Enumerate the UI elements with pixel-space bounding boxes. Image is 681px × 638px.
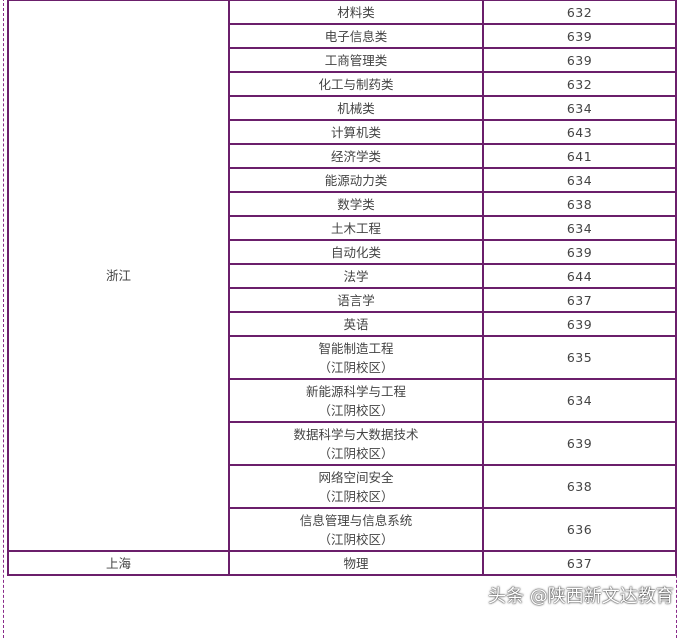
major-cell: 工商管理类 [228, 47, 484, 73]
major-name: 数据科学与大数据技术 [293, 426, 419, 442]
major-name: 化工与制药类 [318, 76, 394, 92]
major-name: 数学类 [337, 196, 375, 212]
table-row: 信息管理与信息系统 （江阴校区） 636 [8, 507, 677, 552]
major-cell: 物理 [228, 550, 484, 576]
major-cell: 新能源科学与工程 （江阴校区） [228, 378, 484, 423]
score-cell: 636 [482, 507, 677, 552]
campus-note: （江阴校区） [318, 488, 394, 504]
major-name: 能源动力类 [324, 172, 388, 188]
province-cell: 上海 [7, 550, 230, 576]
score-cell: 639 [482, 47, 677, 73]
score-cell: 639 [482, 23, 677, 49]
campus-note: （江阴校区） [318, 531, 394, 547]
table-row: 计算机类 643 [8, 119, 677, 145]
major-name: 英语 [343, 316, 369, 332]
table-row: 数学类 638 [8, 191, 677, 217]
table-row: 语言学 637 [8, 287, 677, 313]
major-name: 自动化类 [330, 244, 381, 260]
major-name: 智能制造工程 [318, 340, 394, 356]
watermark: 头条 @陕西新文达教育 [488, 586, 674, 607]
campus-note: （江阴校区） [318, 445, 394, 461]
major-name: 电子信息类 [324, 28, 388, 44]
major-name: 土木工程 [330, 220, 381, 236]
score-cell: 639 [482, 239, 677, 265]
table-row: 英语 639 [8, 311, 677, 337]
major-cell: 电子信息类 [228, 23, 484, 49]
major-name: 计算机类 [330, 124, 381, 140]
major-name: 机械类 [337, 100, 375, 116]
major-name: 新能源科学与工程 [305, 383, 406, 399]
score-cell: 632 [482, 0, 677, 25]
major-cell: 计算机类 [228, 119, 484, 145]
score-cell: 637 [482, 550, 677, 576]
major-cell: 能源动力类 [228, 167, 484, 193]
table-row: 上海 物理 637 [7, 550, 677, 576]
score-cell: 639 [482, 421, 677, 466]
page-frame [3, 0, 677, 638]
score-cell: 635 [482, 335, 677, 380]
major-name: 经济学类 [330, 148, 381, 164]
table-row: 能源动力类 634 [8, 167, 677, 193]
province-cell: 浙江 [7, 0, 230, 552]
table-row: 法学 644 [8, 263, 677, 289]
major-cell: 法学 [228, 263, 484, 289]
score-table: 浙江 材料类 632 电子信息类 639 工商管理类 639 化工与制药类 632 机械类 634 计… [7, 0, 677, 576]
table-row: 工商管理类 639 [8, 47, 677, 73]
table-row: 经济学类 641 [8, 143, 677, 169]
table-row: 浙江 材料类 632 [7, 0, 677, 552]
major-name: 网络空间安全 [318, 469, 394, 485]
major-cell: 智能制造工程 （江阴校区） [228, 335, 484, 380]
major-cell: 数学类 [228, 191, 484, 217]
score-cell: 632 [482, 71, 677, 97]
score-cell: 643 [482, 119, 677, 145]
major-name: 语言学 [337, 292, 375, 308]
score-cell: 634 [482, 378, 677, 423]
score-cell: 637 [482, 287, 677, 313]
major-cell: 英语 [228, 311, 484, 337]
table-row: 网络空间安全 （江阴校区） 638 [8, 464, 677, 509]
table-row: 土木工程 634 [8, 215, 677, 241]
score-cell: 634 [482, 215, 677, 241]
score-cell: 638 [482, 191, 677, 217]
major-cell: 材料类 [228, 0, 484, 25]
score-cell: 638 [482, 464, 677, 509]
major-name: 材料类 [337, 4, 375, 20]
major-cell: 数据科学与大数据技术 （江阴校区） [228, 421, 484, 466]
campus-note: （江阴校区） [318, 359, 394, 375]
table-row: 机械类 634 [8, 95, 677, 121]
table-row: 电子信息类 639 [8, 23, 677, 49]
major-cell: 语言学 [228, 287, 484, 313]
major-cell: 网络空间安全 （江阴校区） [228, 464, 484, 509]
score-cell: 634 [482, 95, 677, 121]
table-row: 自动化类 639 [8, 239, 677, 265]
major-name: 工商管理类 [324, 52, 388, 68]
major-cell: 机械类 [228, 95, 484, 121]
score-cell: 639 [482, 311, 677, 337]
table-row: 智能制造工程 （江阴校区） 635 [8, 335, 677, 380]
score-cell: 641 [482, 143, 677, 169]
major-cell: 自动化类 [228, 239, 484, 265]
major-name: 法学 [343, 268, 369, 284]
table-row: 数据科学与大数据技术 （江阴校区） 639 [8, 421, 677, 466]
table-row: 化工与制药类 632 [8, 71, 677, 97]
major-cell: 经济学类 [228, 143, 484, 169]
score-cell: 644 [482, 263, 677, 289]
campus-note: （江阴校区） [318, 402, 394, 418]
table-row: 新能源科学与工程 （江阴校区） 634 [8, 378, 677, 423]
score-cell: 634 [482, 167, 677, 193]
major-name: 信息管理与信息系统 [299, 512, 413, 528]
major-cell: 化工与制药类 [228, 71, 484, 97]
major-cell: 土木工程 [228, 215, 484, 241]
major-cell: 信息管理与信息系统 （江阴校区） [228, 507, 484, 552]
